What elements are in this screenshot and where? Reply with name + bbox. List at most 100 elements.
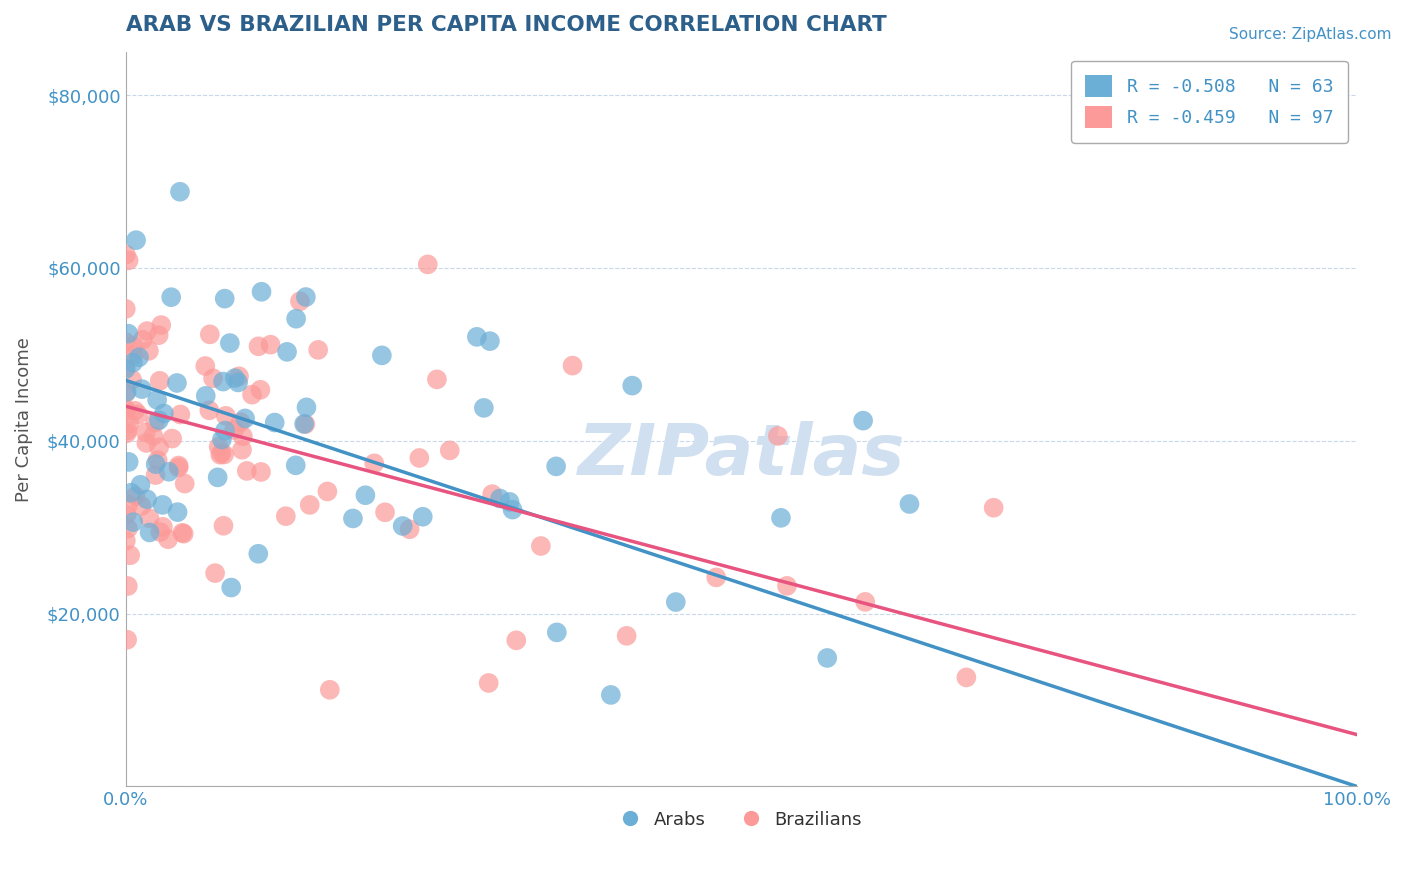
- Point: [115, 426, 138, 441]
- Point: [298, 498, 321, 512]
- Point: [157, 465, 180, 479]
- Point: [284, 458, 307, 473]
- Point: [152, 520, 174, 534]
- Point: [853, 595, 876, 609]
- Point: [955, 670, 977, 684]
- Point: [120, 548, 142, 562]
- Point: [157, 532, 180, 546]
- Point: [118, 455, 141, 469]
- Point: [285, 311, 308, 326]
- Point: [114, 301, 136, 316]
- Point: [294, 417, 316, 431]
- Point: [117, 579, 139, 593]
- Point: [250, 285, 273, 299]
- Point: [776, 579, 799, 593]
- Point: [307, 343, 329, 357]
- Point: [115, 384, 138, 399]
- Point: [118, 416, 141, 430]
- Point: [204, 566, 226, 581]
- Point: [148, 328, 170, 343]
- Point: [292, 417, 315, 431]
- Point: [616, 629, 638, 643]
- Point: [228, 369, 250, 384]
- Point: [704, 570, 727, 584]
- Point: [481, 487, 503, 501]
- Point: [465, 330, 488, 344]
- Point: [145, 457, 167, 471]
- Point: [319, 682, 342, 697]
- Point: [530, 539, 553, 553]
- Point: [505, 633, 527, 648]
- Point: [167, 460, 190, 475]
- Point: [129, 478, 152, 492]
- Point: [198, 327, 221, 342]
- Point: [135, 436, 157, 450]
- Point: [194, 359, 217, 373]
- Y-axis label: Per Capita Income: Per Capita Income: [15, 336, 32, 501]
- Point: [546, 625, 568, 640]
- Point: [114, 402, 136, 417]
- Point: [122, 339, 145, 353]
- Point: [316, 484, 339, 499]
- Point: [149, 374, 172, 388]
- Point: [142, 429, 165, 443]
- Point: [472, 401, 495, 415]
- Point: [117, 522, 139, 536]
- Point: [146, 392, 169, 407]
- Point: [212, 448, 235, 462]
- Point: [125, 233, 148, 247]
- Point: [226, 376, 249, 390]
- Point: [439, 443, 461, 458]
- Point: [247, 339, 270, 353]
- Point: [250, 465, 273, 479]
- Point: [247, 547, 270, 561]
- Point: [148, 440, 170, 454]
- Point: [489, 491, 512, 506]
- Point: [131, 499, 153, 513]
- Point: [146, 453, 169, 467]
- Point: [259, 337, 281, 351]
- Point: [412, 509, 434, 524]
- Point: [132, 333, 155, 347]
- Point: [766, 429, 789, 443]
- Point: [115, 508, 138, 522]
- Point: [124, 489, 146, 503]
- Text: ZIPatlas: ZIPatlas: [578, 421, 905, 491]
- Point: [166, 376, 188, 390]
- Point: [114, 334, 136, 349]
- Point: [194, 389, 217, 403]
- Point: [208, 440, 231, 454]
- Point: [136, 324, 159, 338]
- Point: [240, 387, 263, 401]
- Point: [115, 632, 138, 647]
- Point: [150, 318, 173, 332]
- Point: [138, 525, 160, 540]
- Point: [136, 492, 159, 507]
- Point: [214, 292, 236, 306]
- Point: [374, 505, 396, 519]
- Point: [160, 432, 183, 446]
- Point: [202, 371, 225, 385]
- Point: [215, 409, 238, 423]
- Point: [148, 413, 170, 427]
- Text: Source: ZipAtlas.com: Source: ZipAtlas.com: [1229, 27, 1392, 42]
- Point: [120, 485, 142, 500]
- Point: [276, 344, 298, 359]
- Point: [236, 464, 259, 478]
- Point: [167, 458, 190, 473]
- Point: [371, 348, 394, 362]
- Point: [288, 294, 311, 309]
- Point: [115, 533, 138, 548]
- Point: [160, 290, 183, 304]
- Text: ARAB VS BRAZILIAN PER CAPITA INCOME CORRELATION CHART: ARAB VS BRAZILIAN PER CAPITA INCOME CORR…: [125, 15, 886, 35]
- Point: [114, 360, 136, 375]
- Point: [152, 498, 174, 512]
- Point: [173, 526, 195, 541]
- Point: [122, 348, 145, 362]
- Point: [665, 595, 688, 609]
- Point: [408, 450, 430, 465]
- Point: [224, 371, 246, 385]
- Point: [295, 290, 318, 304]
- Point: [219, 581, 242, 595]
- Point: [342, 511, 364, 525]
